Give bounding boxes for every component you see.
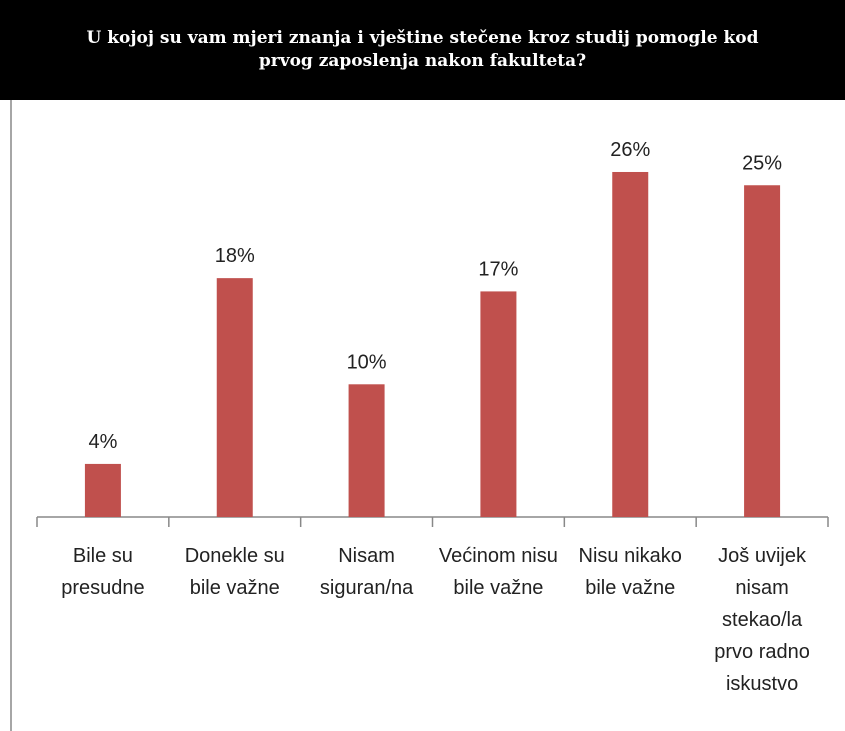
value-label: 25% [742,152,782,174]
bar [480,291,517,517]
bar [216,278,253,517]
value-label: 17% [478,258,518,280]
x-tick-label: Nisam siguran/na [319,545,414,599]
bar [348,384,385,517]
bar [84,463,121,517]
value-label: 4% [88,431,117,453]
x-tick-label: Bile su presudne [61,545,145,599]
x-tick-label: Još uvijek nisam stekao/la prvo radno is… [714,545,810,695]
value-label: 10% [347,351,387,373]
x-tick-label: Donekle su bile važne [184,545,285,599]
bar [612,171,649,518]
x-tick-label: Nisu nikako bile važne [578,545,682,599]
value-label: 18% [215,245,255,267]
chart-title: U kojoj su vam mjeri znanja i vještine s… [0,0,845,100]
x-tick-label: Većinom nisu bile važne [438,545,558,599]
bar [744,185,781,517]
value-label: 26% [610,139,650,161]
